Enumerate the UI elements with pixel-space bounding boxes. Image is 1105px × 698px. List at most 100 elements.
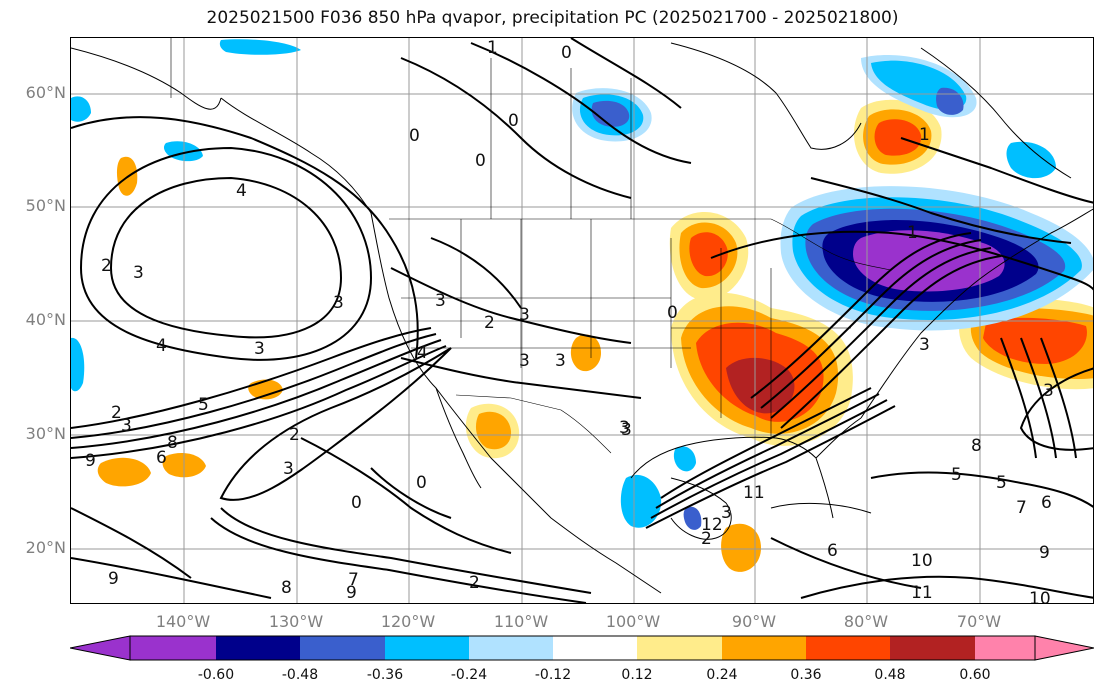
contour-line [645, 405, 896, 529]
contour-label: 0 [351, 493, 362, 513]
contour-line [780, 255, 1002, 429]
contour-label: 1 [919, 125, 930, 145]
colorbar-swatch [722, 636, 806, 660]
contour-line [300, 437, 512, 554]
contour-label: 2 [101, 256, 112, 276]
contour-label: 2 [701, 529, 712, 549]
coastline-cuba [770, 502, 872, 514]
contour-line [470, 42, 692, 164]
colorbar-swatch [130, 636, 216, 660]
contour-label: 5 [198, 395, 209, 415]
contour-label: 3 [555, 351, 566, 371]
lat-label-50n: 50°N [25, 196, 66, 215]
colorbar-swatch [216, 636, 300, 660]
colorbar-swatch [469, 636, 553, 660]
lon-label-90w: 90°W [731, 612, 777, 631]
lat-label-60n: 60°N [25, 83, 66, 102]
contour-label: 3 [121, 416, 132, 436]
contour-label: 1 [907, 223, 918, 243]
colorbar-swatch [637, 636, 722, 660]
contour-label: 7 [1016, 498, 1027, 518]
coastline-yucatan [670, 477, 732, 540]
colorbar-tick-label: 0.24 [706, 667, 738, 683]
contour-label: 0 [475, 151, 486, 171]
contour-label: 2 [484, 313, 495, 333]
contour-line [71, 339, 442, 449]
lon-label-120w: 120°W [380, 612, 436, 631]
colorbar [69, 635, 1095, 661]
contour-label: 7 [348, 570, 359, 590]
lon-label-100w: 100°W [605, 612, 661, 631]
precip-positive-shading [97, 99, 1093, 572]
colorbar-tick-label: 0.48 [874, 667, 906, 683]
border-us-mexico [455, 394, 612, 454]
contour-label: 9 [108, 569, 119, 589]
colorbar-tick-label: 0.60 [959, 667, 991, 683]
contour-labels: 1 0 0 0 0 4 2 3 3 3 2 3 3 3 4 4 3 5 2 3 … [85, 38, 1054, 603]
contour-label: 12 [701, 515, 723, 535]
lon-label-110w: 110°W [493, 612, 549, 631]
contour-line [400, 57, 632, 199]
contour-line [1020, 337, 1057, 459]
contour-line [810, 177, 1072, 244]
contour-label: 4 [236, 181, 247, 201]
lon-label-80w: 80°W [843, 612, 889, 631]
contour-label: 2 [289, 425, 300, 445]
precip-anomaly-labrador [1006, 141, 1056, 179]
precip-anomaly-gulf [721, 523, 761, 572]
coastline-gulf [630, 436, 817, 479]
contour-line [655, 393, 880, 509]
contour-line [430, 237, 522, 309]
colorbar-outline [129, 635, 1036, 661]
colorbar-tick-label: -0.12 [534, 667, 572, 683]
lon-label-70w: 70°W [956, 612, 1002, 631]
contour-line [71, 557, 272, 599]
contour-label: 5 [996, 473, 1007, 493]
contour-label: 8 [281, 578, 292, 598]
precip-anomaly-texas [570, 334, 601, 372]
coastline-atlantic [860, 208, 1093, 419]
colorbar-swatch [553, 636, 637, 660]
precip-anomaly-labrador [936, 87, 964, 115]
precip-negative-shading [71, 39, 1093, 530]
colorbar-tick-label: 0.36 [790, 667, 822, 683]
colorbar-tick-label: -0.36 [366, 667, 404, 683]
contour-line [660, 387, 872, 499]
contour-label: 9 [1039, 543, 1050, 563]
contour-label: 0 [416, 473, 427, 493]
contour-label: 3 [721, 503, 732, 523]
colorbar-swatch [385, 636, 469, 660]
coastlines [71, 42, 1093, 594]
contour-line [71, 327, 432, 429]
precip-anomaly-atlantic [983, 317, 1087, 364]
contour-line [770, 537, 922, 589]
map-canvas: 1 0 0 0 0 4 2 3 3 3 2 3 3 3 4 4 3 5 2 3 … [71, 38, 1093, 603]
contour-label: 8 [971, 436, 982, 456]
lat-label-20n: 20°N [25, 538, 66, 557]
contour-label: 3 [519, 351, 530, 371]
colorbar-swatch [300, 636, 385, 660]
contour-line [1000, 337, 1037, 459]
contour-label: 0 [561, 43, 572, 63]
contour-label: 3 [519, 305, 530, 325]
precip-anomaly-plains [689, 232, 728, 277]
contour-label: 3 [333, 293, 344, 313]
contour-line [370, 467, 452, 519]
colorbar-tick-label: -0.48 [281, 667, 319, 683]
contour-label: 6 [156, 448, 167, 468]
contour-label: 3 [435, 291, 446, 311]
colorbar-min-extension [69, 635, 131, 661]
colorbar-swatch [806, 636, 890, 660]
lat-label-40n: 40°N [25, 310, 66, 329]
coastline-pacific [220, 97, 662, 594]
contour-line [79, 146, 373, 361]
contour-line [1019, 367, 1093, 451]
coastline-alaska [71, 47, 222, 110]
contour-line [400, 357, 642, 399]
map-panel[interactable]: 1 0 0 0 0 4 2 3 3 3 2 3 3 3 4 4 3 5 2 3 … [70, 37, 1094, 604]
contour-label: 5 [951, 465, 962, 485]
contour-label: 1 [487, 38, 498, 58]
contour-line [710, 230, 1093, 291]
coastline-baja [435, 387, 482, 489]
contour-line [220, 507, 592, 594]
